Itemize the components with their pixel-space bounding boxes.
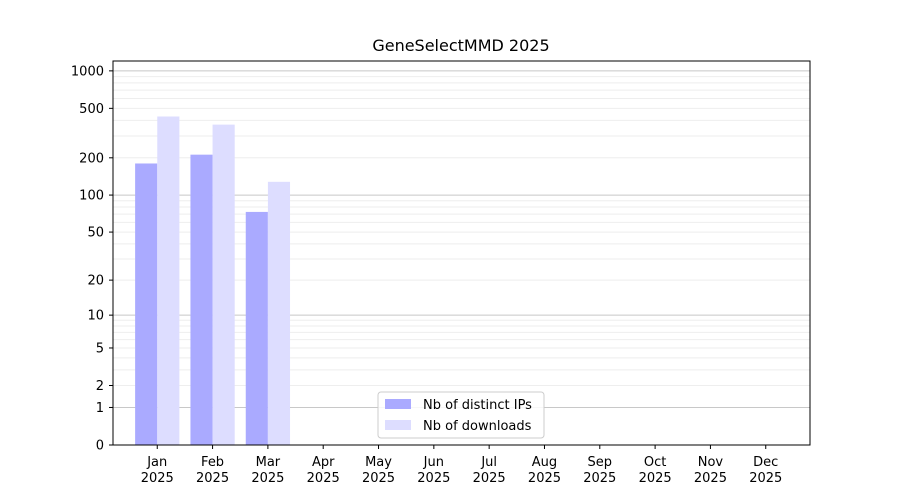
x-tick-label: Jan 2025 bbox=[141, 455, 174, 486]
plot-frame bbox=[112, 60, 811, 446]
y-tick-label: 1 bbox=[96, 401, 104, 416]
x-axis: Jan 2025 Feb 2025 Mar 2025 Apr 2025 May 2025 Jun 20… bbox=[141, 445, 782, 486]
legend-swatch bbox=[385, 399, 411, 409]
y-tick-label: 100 bbox=[79, 189, 104, 204]
x-tick-label: Mar 2025 bbox=[251, 455, 284, 486]
x-tick-label: Dec 2025 bbox=[749, 455, 782, 486]
x-tick-label: Jul 2025 bbox=[473, 455, 506, 486]
bar-downloads bbox=[267, 181, 291, 445]
legend: Nb of distinct IPs Nb of downloads bbox=[377, 391, 545, 439]
legend-label: Nb of distinct IPs bbox=[423, 398, 532, 413]
y-tick-label: 20 bbox=[87, 274, 104, 289]
bar-distinct-ips bbox=[190, 154, 213, 445]
bar-distinct-ips bbox=[245, 211, 268, 445]
y-axis: 0 1 2 5 10 20 50 100 200 500 1000 bbox=[71, 64, 113, 454]
chart-title: GeneSelectMMD 2025 bbox=[372, 36, 549, 55]
x-tick-label: May 2025 bbox=[362, 455, 395, 486]
x-tick-label: Feb 2025 bbox=[196, 455, 229, 486]
legend-swatch bbox=[385, 420, 411, 430]
x-tick-label: Oct 2025 bbox=[639, 455, 672, 486]
bars bbox=[135, 116, 291, 446]
bar-downloads bbox=[212, 124, 235, 446]
y-tick-label: 10 bbox=[87, 309, 104, 324]
legend-box bbox=[377, 391, 545, 439]
y-tick-label: 5 bbox=[96, 341, 104, 356]
x-tick-label: Apr 2025 bbox=[307, 455, 340, 486]
y-tick-label: 50 bbox=[87, 226, 104, 241]
y-tick-label: 500 bbox=[79, 102, 104, 117]
x-tick-label: Aug 2025 bbox=[528, 455, 561, 486]
y-tick-label: 2 bbox=[96, 379, 104, 394]
x-tick-label: Nov 2025 bbox=[694, 455, 727, 486]
legend-label: Nb of downloads bbox=[423, 419, 532, 434]
y-tick-label: 200 bbox=[79, 151, 104, 166]
y-tick-label: 0 bbox=[96, 439, 104, 454]
x-tick-label: Jun 2025 bbox=[417, 455, 450, 486]
bar-distinct-ips bbox=[135, 163, 158, 445]
y-tick-label: 1000 bbox=[71, 64, 104, 79]
x-tick-label: Sep 2025 bbox=[583, 455, 616, 486]
bar-downloads bbox=[157, 116, 180, 445]
